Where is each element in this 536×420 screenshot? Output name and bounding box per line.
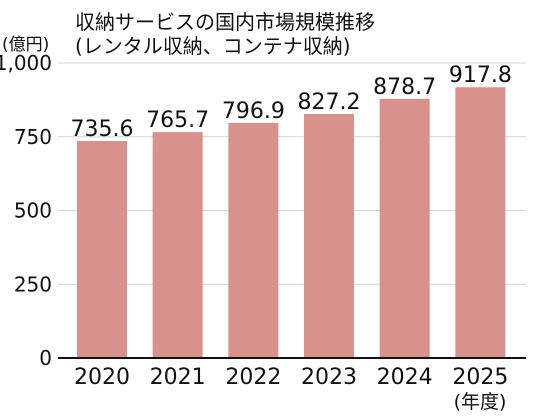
y-tick-label: 250 <box>14 272 52 296</box>
value-label-2022: 796.9 <box>222 99 285 124</box>
value-label-2020: 735.6 <box>71 117 134 142</box>
x-tick-label-2020: 2020 <box>74 365 130 390</box>
bar-2023 <box>304 113 354 358</box>
y-axis-ticks: 0 250 500 750 1,000 <box>0 51 52 370</box>
x-tick-label-2025: 2025 <box>452 365 508 390</box>
value-label-2025: 917.8 <box>449 63 512 88</box>
chart-title-line-1: 収納サービスの国内市場規模推移 <box>75 10 375 34</box>
bar-2021 <box>152 132 203 358</box>
bar-2020 <box>77 140 127 358</box>
gridlines <box>58 62 526 285</box>
value-label-2023: 827.2 <box>298 90 361 115</box>
x-tick-label-2022: 2022 <box>225 365 281 390</box>
x-axis-unit: (年度) <box>454 391 507 413</box>
x-tick-label-2021: 2021 <box>150 365 206 390</box>
bar-2025 <box>455 87 506 359</box>
y-axis-unit: (億円) <box>2 35 49 55</box>
bars <box>77 87 506 359</box>
bar-2024 <box>379 98 430 358</box>
y-tick-label: 1,000 <box>0 51 52 75</box>
value-label-2021: 765.7 <box>146 108 209 133</box>
value-labels: 735.6 765.7 796.9 827.2 878.7 917.8 <box>71 63 512 142</box>
x-axis-labels: 2020 2021 2022 2023 2024 2025 <box>74 365 508 390</box>
chart-title-line-2: (レンタル収納、コンテナ収納) <box>75 34 351 58</box>
y-tick-label: 500 <box>14 199 52 223</box>
y-tick-label: 0 <box>39 346 52 370</box>
x-tick-label-2024: 2024 <box>377 365 433 390</box>
value-label-2024: 878.7 <box>373 75 436 100</box>
bar-2022 <box>228 122 279 359</box>
y-tick-label: 750 <box>14 125 52 149</box>
x-tick-label-2023: 2023 <box>301 365 357 390</box>
